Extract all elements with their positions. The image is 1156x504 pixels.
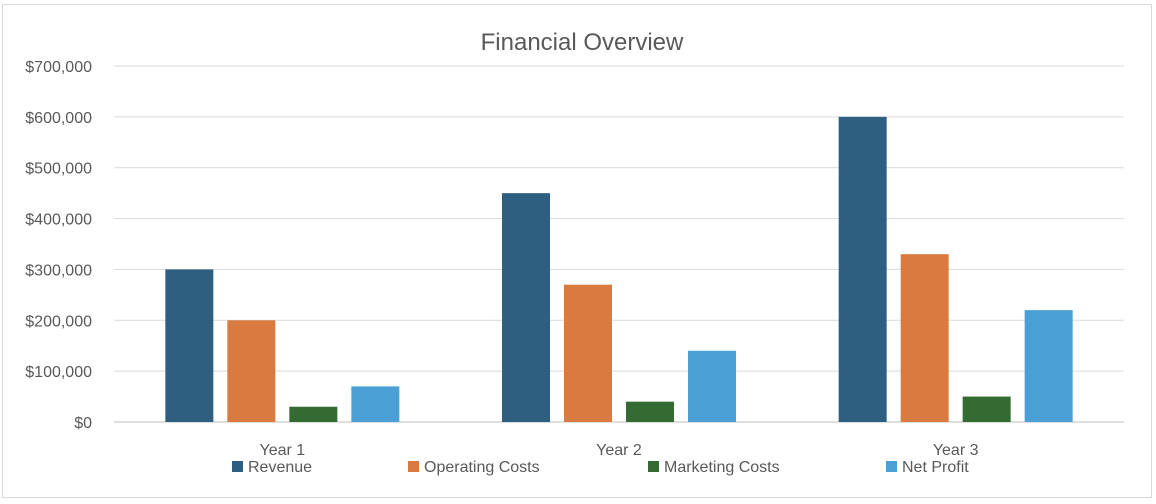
bar-marketing-costs-1 — [289, 406, 338, 422]
bar-revenue-3 — [838, 116, 887, 422]
gridlines — [114, 65, 1124, 423]
legend-label: Revenue — [248, 459, 312, 476]
y-tick-label: $0 — [74, 415, 92, 432]
bar-net-profit-2 — [688, 350, 736, 422]
y-tick-label: $600,000 — [25, 110, 92, 127]
y-tick-label: $200,000 — [25, 313, 92, 330]
bars — [165, 116, 1073, 422]
y-tick-label: $700,000 — [25, 59, 92, 76]
x-tick-label: Year 2 — [596, 442, 642, 459]
bar-operating-costs-3 — [900, 254, 949, 422]
bar-operating-costs-2 — [564, 284, 612, 422]
y-axis-ticks: $0 $100,000 $200,000 $300,000 $400,000 $500,0… — [25, 59, 92, 432]
legend-swatch — [408, 461, 419, 472]
legend-item-revenue: Revenue — [232, 459, 312, 476]
legend-label: Operating Costs — [424, 459, 540, 476]
bar-net-profit-1 — [351, 386, 400, 422]
legend-label: Marketing Costs — [664, 459, 780, 476]
y-tick-label: $500,000 — [25, 161, 92, 178]
bar-marketing-costs-2 — [626, 401, 674, 422]
bar-marketing-costs-3 — [962, 396, 1011, 422]
legend-swatch — [886, 461, 897, 472]
x-axis-ticks: Year 1 Year 2 Year 3 — [259, 442, 978, 459]
legend-swatch — [648, 461, 659, 472]
legend: Revenue Operating Costs Marketing Costs Net… — [232, 459, 969, 476]
y-tick-label: $400,000 — [25, 212, 92, 229]
x-tick-label: Year 1 — [259, 442, 305, 459]
chart-title: Financial Overview — [481, 29, 684, 56]
bar-revenue-2 — [502, 193, 550, 422]
legend-label: Net Profit — [902, 459, 969, 476]
bar-operating-costs-1 — [227, 320, 276, 422]
bar-revenue-1 — [165, 269, 214, 422]
x-tick-label: Year 3 — [933, 442, 979, 459]
legend-swatch — [232, 461, 243, 472]
y-tick-label: $300,000 — [25, 262, 92, 279]
legend-item-marketing-costs: Marketing Costs — [648, 459, 780, 476]
bar-net-profit-3 — [1024, 310, 1073, 422]
y-tick-label: $100,000 — [25, 364, 92, 381]
legend-item-operating-costs: Operating Costs — [408, 459, 540, 476]
legend-item-net-profit: Net Profit — [886, 459, 969, 476]
